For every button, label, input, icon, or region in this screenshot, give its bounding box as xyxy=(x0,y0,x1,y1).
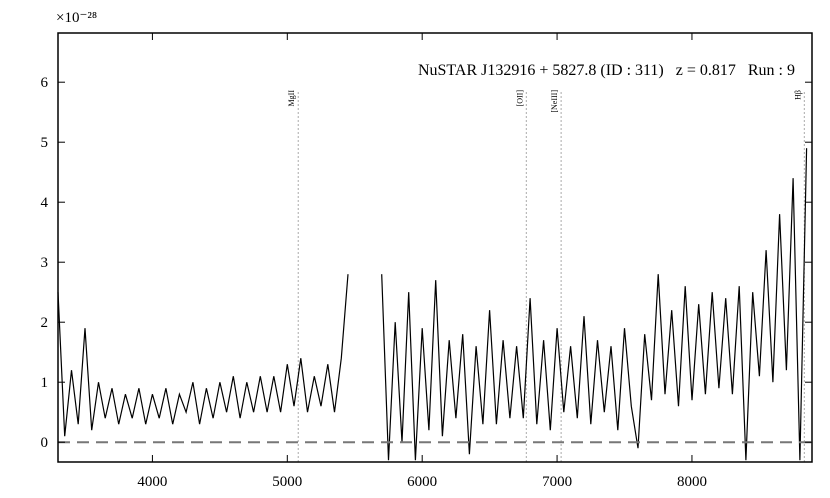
line-label: MgII xyxy=(287,90,296,107)
y-tick-label: 3 xyxy=(41,255,49,271)
y-tick-label: 0 xyxy=(41,435,49,451)
y-tick-label: 1 xyxy=(41,375,49,391)
y-multiplier: ×10⁻²⁸ xyxy=(56,10,97,26)
x-tick-label: 8000 xyxy=(677,474,707,490)
spectrum-line xyxy=(57,148,808,461)
line-label: [OII] xyxy=(515,90,524,107)
y-tick-label: 4 xyxy=(41,195,49,211)
x-tick-label: 7000 xyxy=(542,474,572,490)
x-tick-label: 6000 xyxy=(407,474,437,490)
chart-title: NuSTAR J132916 + 5827.8 (ID : 311) z = 0… xyxy=(418,62,795,79)
y-tick-label: 2 xyxy=(41,315,49,331)
x-tick-label: 5000 xyxy=(272,474,302,490)
line-label: [NeIII] xyxy=(550,90,559,113)
line-label: Hβ xyxy=(793,90,802,100)
x-tick-label: 4000 xyxy=(137,474,167,490)
y-tick-label: 6 xyxy=(41,75,49,91)
plot-frame xyxy=(57,32,813,463)
y-tick-label: 5 xyxy=(41,135,49,151)
